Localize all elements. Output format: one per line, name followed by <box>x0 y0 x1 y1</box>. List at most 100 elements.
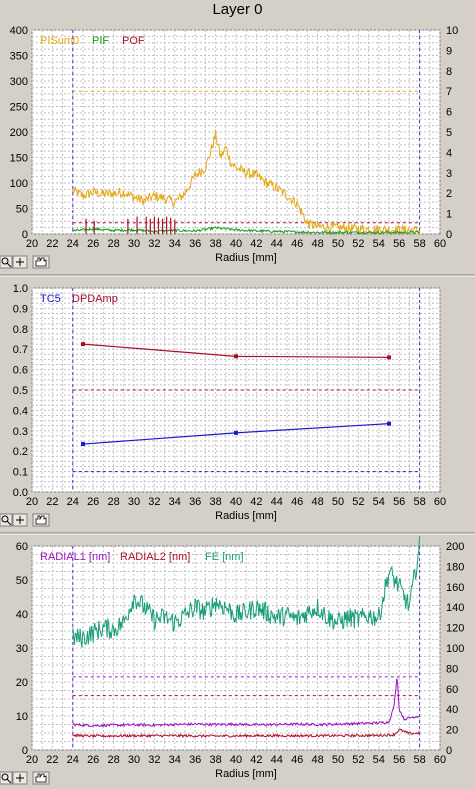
x-tick-label: 28 <box>107 238 119 250</box>
y2-tick-label: 80 <box>446 663 458 675</box>
y-tick-label: 30 <box>16 643 28 655</box>
x-tick-label: 26 <box>87 496 99 508</box>
x-tick-label: 40 <box>230 238 242 250</box>
x-tick-label: 56 <box>393 238 405 250</box>
y-tick-label: 0.3 <box>13 426 28 438</box>
y-tick-label: 0.0 <box>13 487 28 499</box>
x-tick-label: 46 <box>291 754 303 766</box>
x-tick-label: 58 <box>413 238 425 250</box>
y-tick-label: 0.8 <box>13 324 28 336</box>
x-tick-label: 60 <box>434 238 446 250</box>
y-tick-label: 0.7 <box>13 344 28 356</box>
series-dpdamp-point <box>81 342 85 347</box>
x-tick-label: 38 <box>209 754 221 766</box>
x-tick-label: 22 <box>46 238 58 250</box>
x-tick-label: 56 <box>393 754 405 766</box>
pan-hand-icon <box>35 773 47 783</box>
series-pif-line <box>72 225 420 235</box>
y2-tick-label: 6 <box>446 107 452 119</box>
x-tick-label: 52 <box>352 496 364 508</box>
chart-panel-2: 0.0 0.1 0.2 0.3 0.4 0.5 0.6 0.7 0.8 0.9 1.0 20 22 24 2… <box>0 283 446 527</box>
zoom-icon <box>1 257 9 265</box>
x-tick-label: 46 <box>291 496 303 508</box>
x-tick-label: 32 <box>148 238 160 250</box>
x-tick-label: 52 <box>352 754 364 766</box>
y2-tick-label: 9 <box>446 45 452 57</box>
x-tick-label: 22 <box>46 754 58 766</box>
y-tick-label: 50 <box>16 575 28 587</box>
y2-tick-label: 0 <box>446 745 452 757</box>
y2-tick-label: 5 <box>446 127 452 139</box>
x-tick-label: 30 <box>128 496 140 508</box>
chart-panel-3: 0102030405060020406080100120140160180200… <box>0 536 464 785</box>
x-tick-label: 48 <box>311 496 323 508</box>
x-tick-label: 36 <box>189 754 201 766</box>
legend-dpdamp: DPDAmp <box>72 293 118 305</box>
y2-tick-label: 2 <box>446 188 452 200</box>
x-tick-label: 42 <box>250 754 262 766</box>
series-radial2-line <box>72 728 421 739</box>
y-tick-label: 0 <box>22 229 28 241</box>
y2-tick-label: 40 <box>446 704 458 716</box>
x-tick-label: 54 <box>373 238 385 250</box>
y2-tick-label: 0 <box>446 229 452 241</box>
x-tick-label: 58 <box>413 496 425 508</box>
legend-radial2: RADIAL2 [nm] <box>120 551 190 563</box>
zoom-icon <box>1 773 9 781</box>
y2-tick-label: 1 <box>446 209 452 221</box>
y2-tick-label: 60 <box>446 684 458 696</box>
legend-pisum0: PISum0 <box>40 35 79 47</box>
x-tick-label: 60 <box>434 496 446 508</box>
x-tick-label: 24 <box>67 238 79 250</box>
x-tick-label: 34 <box>169 238 181 250</box>
chart-toolbar <box>0 771 50 785</box>
x-tick-label: 20 <box>26 754 38 766</box>
zoom-icon <box>1 515 9 523</box>
y-tick-label: 0.9 <box>13 303 28 315</box>
y-tick-label: 1.0 <box>13 283 28 295</box>
y-tick-label: 400 <box>10 25 28 37</box>
x-tick-label: 44 <box>271 754 283 766</box>
x-tick-label: 42 <box>250 496 262 508</box>
x-axis-label: Radius [mm] <box>215 510 277 522</box>
y-tick-label: 0.6 <box>13 365 28 377</box>
x-tick-label: 42 <box>250 238 262 250</box>
series-dpdamp-point <box>387 355 391 360</box>
chart-toolbar <box>0 513 50 527</box>
y-tick-label: 350 <box>10 51 28 63</box>
x-tick-label: 58 <box>413 754 425 766</box>
y-tick-label: 0.2 <box>13 446 28 458</box>
x-tick-label: 32 <box>148 754 160 766</box>
x-tick-label: 54 <box>373 496 385 508</box>
x-tick-label: 60 <box>434 754 446 766</box>
zoom-icon-handle <box>6 262 12 268</box>
legend-tc5: TC5 <box>40 293 61 305</box>
x-tick-label: 44 <box>271 496 283 508</box>
x-tick-label: 44 <box>271 238 283 250</box>
series-dpdamp-point <box>234 354 238 359</box>
x-tick-label: 56 <box>393 496 405 508</box>
x-tick-label: 50 <box>332 754 344 766</box>
y-tick-label: 20 <box>16 677 28 689</box>
y2-tick-label: 10 <box>446 25 458 37</box>
x-tick-label: 54 <box>373 754 385 766</box>
y2-tick-label: 7 <box>446 86 452 98</box>
y-tick-label: 300 <box>10 76 28 88</box>
chart-toolbar <box>0 255 50 269</box>
y-tick-label: 0.1 <box>13 467 28 479</box>
x-tick-label: 26 <box>87 238 99 250</box>
x-tick-label: 28 <box>107 754 119 766</box>
y-tick-label: 100 <box>10 178 28 190</box>
x-tick-label: 38 <box>209 496 221 508</box>
y-tick-label: 150 <box>10 153 28 165</box>
window-title: Layer 0 <box>212 1 263 18</box>
x-tick-label: 48 <box>311 238 323 250</box>
series-fe-line <box>72 536 421 648</box>
x-tick-label: 34 <box>169 754 181 766</box>
x-tick-label: 50 <box>332 238 344 250</box>
series-tc5-point <box>387 421 391 426</box>
y-tick-label: 250 <box>10 102 28 114</box>
x-tick-label: 40 <box>230 754 242 766</box>
